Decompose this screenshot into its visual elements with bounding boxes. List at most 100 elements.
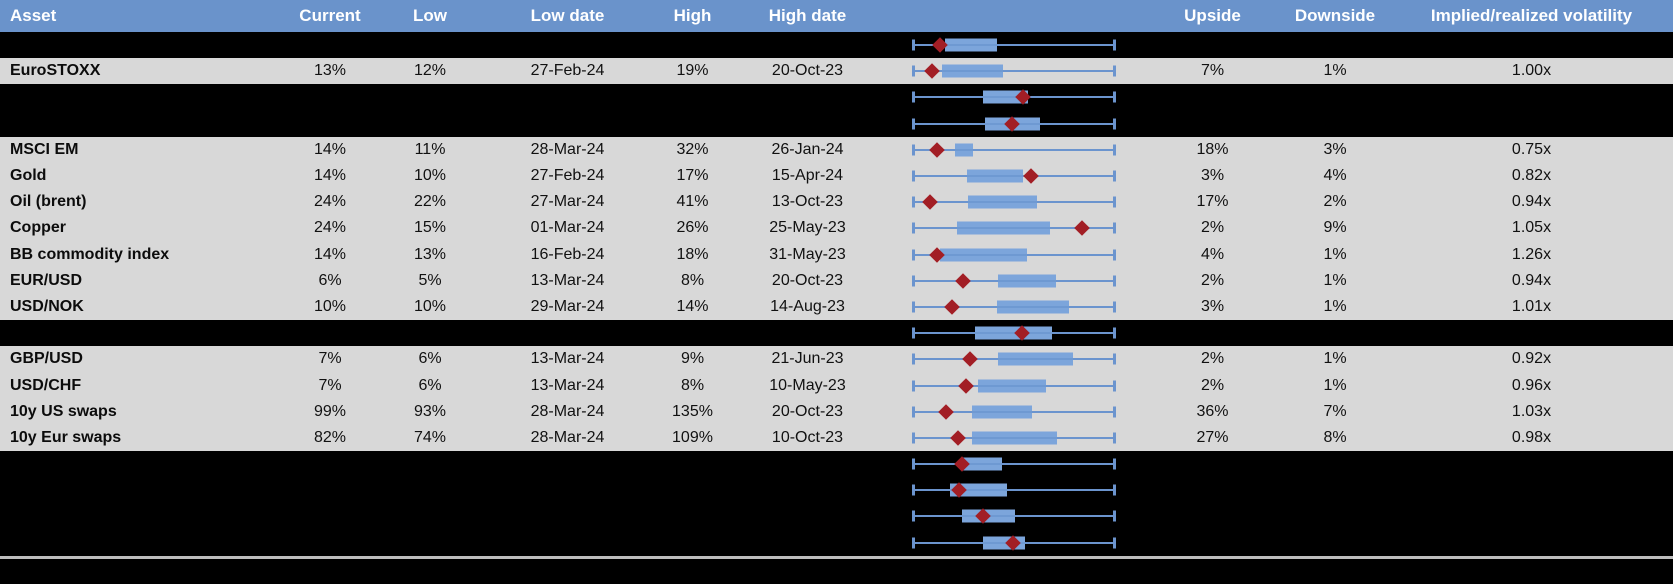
low-date-cell[interactable]: 13-Mar-24 bbox=[530, 376, 605, 394]
high-date-cell[interactable]: 15-Apr-24 bbox=[771, 167, 844, 185]
asset-cell[interactable]: 10y Eur swaps bbox=[10, 428, 122, 446]
downside-cell[interactable]: 1% bbox=[1323, 271, 1347, 289]
asset-cell[interactable]: Oil (brent) bbox=[10, 193, 87, 211]
asset-cell[interactable] bbox=[0, 320, 280, 346]
implied-realized-vol-cell[interactable]: 0.92x bbox=[1511, 350, 1552, 368]
implied-realized-vol-cell[interactable] bbox=[1390, 320, 1673, 346]
upside-cell[interactable]: 27% bbox=[1196, 428, 1229, 446]
high-date-cell[interactable]: 20-Oct-23 bbox=[771, 271, 844, 289]
asset-cell[interactable]: USD/NOK bbox=[10, 297, 84, 315]
implied-realized-vol-cell[interactable] bbox=[1390, 84, 1673, 110]
high-date-cell[interactable] bbox=[730, 32, 885, 58]
low-date-cell[interactable]: 29-Mar-24 bbox=[530, 297, 605, 315]
high-date-cell[interactable]: 13-Oct-23 bbox=[771, 193, 844, 211]
low-cell[interactable]: 12% bbox=[413, 62, 447, 80]
header-high[interactable]: High bbox=[673, 6, 712, 25]
downside-cell[interactable]: 7% bbox=[1323, 402, 1347, 420]
low-date-cell[interactable]: 13-Mar-24 bbox=[530, 271, 605, 289]
low-cell[interactable]: 13% bbox=[413, 245, 447, 263]
current-cell[interactable] bbox=[280, 477, 380, 503]
high-cell[interactable] bbox=[655, 477, 730, 503]
asset-cell[interactable] bbox=[0, 32, 280, 58]
low-date-cell[interactable] bbox=[480, 111, 655, 137]
downside-cell[interactable]: 2% bbox=[1323, 193, 1347, 211]
implied-realized-vol-cell[interactable]: 1.05x bbox=[1511, 219, 1552, 237]
current-cell[interactable] bbox=[280, 32, 380, 58]
high-cell[interactable] bbox=[655, 320, 730, 346]
downside-cell[interactable] bbox=[1280, 32, 1390, 58]
upside-cell[interactable] bbox=[1145, 320, 1280, 346]
high-date-cell[interactable]: 21-Jun-23 bbox=[771, 350, 844, 368]
downside-cell[interactable] bbox=[1280, 84, 1390, 110]
low-cell[interactable] bbox=[380, 451, 480, 477]
high-date-cell[interactable]: 14-Aug-23 bbox=[770, 297, 845, 315]
implied-realized-vol-cell[interactable]: 1.03x bbox=[1511, 402, 1552, 420]
downside-cell[interactable] bbox=[1280, 530, 1390, 556]
high-cell[interactable]: 9% bbox=[680, 350, 705, 368]
low-date-cell[interactable]: 28-Mar-24 bbox=[530, 428, 605, 446]
implied-realized-vol-cell[interactable] bbox=[1390, 451, 1673, 477]
upside-cell[interactable] bbox=[1145, 477, 1280, 503]
current-cell[interactable] bbox=[280, 111, 380, 137]
high-date-cell[interactable]: 10-Oct-23 bbox=[771, 428, 844, 446]
high-date-cell[interactable] bbox=[730, 320, 885, 346]
current-cell[interactable]: 7% bbox=[318, 350, 342, 368]
high-cell[interactable] bbox=[655, 451, 730, 477]
upside-cell[interactable]: 7% bbox=[1200, 62, 1225, 80]
upside-cell[interactable]: 2% bbox=[1200, 219, 1225, 237]
high-date-cell[interactable] bbox=[730, 84, 885, 110]
low-date-cell[interactable] bbox=[480, 530, 655, 556]
implied-realized-vol-cell[interactable] bbox=[1390, 32, 1673, 58]
implied-realized-vol-cell[interactable]: 1.26x bbox=[1511, 245, 1552, 263]
high-cell[interactable]: 18% bbox=[676, 245, 709, 263]
current-cell[interactable]: 10% bbox=[313, 297, 347, 315]
current-cell[interactable] bbox=[280, 451, 380, 477]
low-date-cell[interactable] bbox=[480, 451, 655, 477]
header-low[interactable]: Low bbox=[413, 6, 447, 25]
downside-cell[interactable]: 3% bbox=[1323, 140, 1347, 158]
header-upside[interactable]: Upside bbox=[1184, 6, 1241, 25]
low-cell[interactable] bbox=[380, 32, 480, 58]
low-cell[interactable]: 5% bbox=[418, 271, 442, 289]
high-cell[interactable]: 32% bbox=[676, 140, 709, 158]
downside-cell[interactable]: 8% bbox=[1323, 428, 1347, 446]
header-high-date[interactable]: High date bbox=[768, 6, 847, 25]
current-cell[interactable]: 14% bbox=[313, 167, 347, 185]
downside-cell[interactable]: 1% bbox=[1323, 62, 1347, 80]
upside-cell[interactable] bbox=[1145, 84, 1280, 110]
high-cell[interactable]: 8% bbox=[680, 376, 705, 394]
high-cell[interactable] bbox=[655, 32, 730, 58]
current-cell[interactable]: 24% bbox=[313, 193, 347, 211]
high-date-cell[interactable]: 10-May-23 bbox=[769, 376, 846, 394]
header-implied-realized-volatility[interactable]: Implied/realized volatility bbox=[1430, 6, 1633, 25]
downside-cell[interactable]: 9% bbox=[1323, 219, 1347, 237]
high-date-cell[interactable] bbox=[730, 111, 885, 137]
high-date-cell[interactable]: 26-Jan-24 bbox=[771, 140, 844, 158]
asset-cell[interactable] bbox=[0, 530, 280, 556]
downside-cell[interactable] bbox=[1280, 111, 1390, 137]
low-cell[interactable] bbox=[380, 530, 480, 556]
asset-cell[interactable]: GBP/USD bbox=[10, 350, 83, 368]
asset-cell[interactable] bbox=[0, 503, 280, 529]
implied-realized-vol-cell[interactable]: 1.00x bbox=[1511, 62, 1552, 80]
high-cell[interactable]: 109% bbox=[672, 428, 713, 446]
upside-cell[interactable] bbox=[1145, 32, 1280, 58]
asset-cell[interactable]: EuroSTOXX bbox=[10, 62, 101, 80]
current-cell[interactable]: 14% bbox=[313, 140, 347, 158]
current-cell[interactable]: 13% bbox=[313, 62, 347, 80]
current-cell[interactable]: 6% bbox=[318, 271, 342, 289]
implied-realized-vol-cell[interactable]: 0.94x bbox=[1511, 271, 1552, 289]
high-date-cell[interactable]: 20-Oct-23 bbox=[771, 62, 844, 80]
asset-cell[interactable] bbox=[0, 451, 280, 477]
header-downside[interactable]: Downside bbox=[1294, 6, 1376, 25]
upside-cell[interactable] bbox=[1145, 530, 1280, 556]
low-cell[interactable]: 10% bbox=[413, 297, 447, 315]
header-current[interactable]: Current bbox=[299, 6, 361, 25]
current-cell[interactable] bbox=[280, 84, 380, 110]
high-cell[interactable] bbox=[655, 503, 730, 529]
header-asset[interactable]: Asset bbox=[10, 6, 57, 25]
upside-cell[interactable]: 36% bbox=[1196, 402, 1229, 420]
low-cell[interactable]: 93% bbox=[413, 402, 447, 420]
implied-realized-vol-cell[interactable] bbox=[1390, 503, 1673, 529]
high-cell[interactable] bbox=[655, 530, 730, 556]
